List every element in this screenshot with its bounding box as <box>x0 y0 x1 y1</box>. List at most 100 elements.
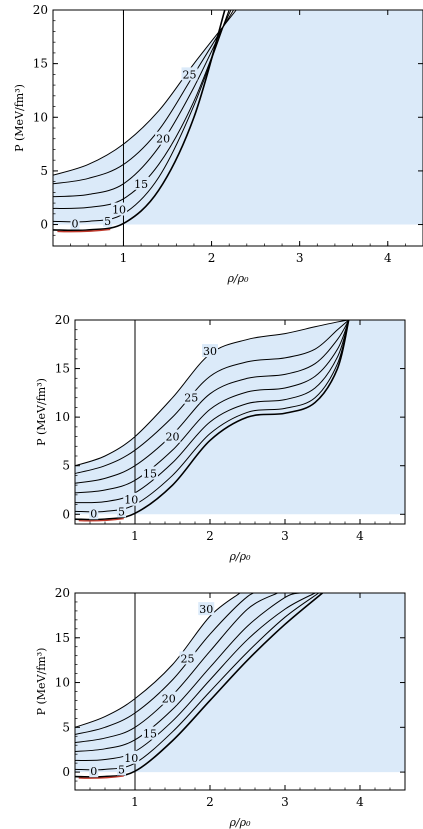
contour-label-30: 30 <box>203 345 217 358</box>
shaded-region <box>75 593 405 773</box>
shaded-region <box>53 10 423 225</box>
y-tick-label: 0 <box>62 765 70 779</box>
contour-label-15: 15 <box>143 467 157 480</box>
contour-label-10: 10 <box>124 494 138 507</box>
contour-line-25 <box>75 320 350 474</box>
y-tick-label: 10 <box>33 110 48 124</box>
x-tick-label: 4 <box>356 795 364 809</box>
y-tick-label: 15 <box>55 631 70 645</box>
contour-line-25 <box>53 10 237 176</box>
contour-label-bg <box>117 762 126 776</box>
shaded-region <box>75 320 405 515</box>
contour-label-bg <box>70 216 80 230</box>
x-tick-label: 3 <box>296 251 304 265</box>
x-tick-label: 3 <box>281 795 289 809</box>
contour-label-bg <box>111 202 128 216</box>
contour-label-25: 25 <box>181 652 195 665</box>
contour-line-0 <box>53 10 226 232</box>
red-segment <box>78 517 124 522</box>
contour-label-bg <box>183 390 200 404</box>
x-axis-label: ρ/ρ₀ <box>226 272 249 285</box>
contour-label-bg <box>133 176 150 190</box>
y-axis-label: P (MeV/fm³) <box>35 378 48 446</box>
contour-line-10 <box>75 320 350 504</box>
y-tick-label: 10 <box>55 410 70 424</box>
contour-label-20: 20 <box>166 431 180 444</box>
contour-line-20 <box>75 320 350 484</box>
red-segment <box>78 775 124 779</box>
contour-line-20 <box>53 10 235 185</box>
contour-label-15: 15 <box>143 728 157 741</box>
contour-label-bg <box>117 504 126 518</box>
contour-label-0: 0 <box>72 217 79 230</box>
contour-line-5 <box>75 593 320 771</box>
plot-area: 0 510 15 20 25 30 <box>75 320 405 524</box>
x-tick-label: 4 <box>384 251 392 265</box>
contour-label-bg <box>202 344 218 358</box>
contour-label-5: 5 <box>118 505 125 518</box>
x-tick-label: 1 <box>120 251 128 265</box>
y-tick-label: 0 <box>62 507 70 521</box>
x-tick-label: 1 <box>131 529 139 543</box>
contour-line-15 <box>75 320 350 494</box>
plot-area: 0 510 15 20 25 30 <box>75 593 405 790</box>
y-axis-label: P (MeV/fm³) <box>35 648 48 716</box>
x-axis-label: ρ/ρ₀ <box>228 816 251 829</box>
y-tick-label: 5 <box>62 459 70 473</box>
y-tick-label: 20 <box>55 313 70 327</box>
contour-label-bg <box>89 506 99 520</box>
contour-label-25: 25 <box>183 68 197 81</box>
x-tick-label: 2 <box>206 795 214 809</box>
x-tick-label: 2 <box>206 529 214 543</box>
contour-label-bg <box>103 213 113 227</box>
contour-line-15 <box>75 593 301 752</box>
contour-label-bg <box>179 651 196 665</box>
contour-line-10 <box>75 593 316 762</box>
contour-line-0 <box>75 593 324 778</box>
contour-label-bg <box>198 602 215 616</box>
x-tick-label: 3 <box>281 529 289 543</box>
contour-label-25: 25 <box>184 392 198 405</box>
contour-label-0: 0 <box>90 765 97 778</box>
contour-label-10: 10 <box>112 204 126 217</box>
contour-line-0 <box>75 320 350 521</box>
y-tick-label: 5 <box>40 164 48 178</box>
y-tick-label: 15 <box>33 57 48 71</box>
y-tick-label: 0 <box>40 218 48 232</box>
y-axis-label: P (MeV/fm³) <box>13 84 26 152</box>
y-tick-label: 20 <box>55 586 70 600</box>
x-tick-label: 4 <box>356 529 364 543</box>
contour-label-bg <box>142 726 158 740</box>
contour-label-30: 30 <box>199 603 213 616</box>
contour-label-bg <box>164 429 181 443</box>
contour-label-15: 15 <box>134 178 148 191</box>
contour-label-bg <box>89 764 99 778</box>
contour-line-30 <box>75 320 349 467</box>
x-tick-label: 2 <box>208 251 216 265</box>
contour-label-0: 0 <box>90 507 97 520</box>
contour-label-bg <box>123 750 140 764</box>
y-tick-label: 10 <box>55 676 70 690</box>
red-segment <box>57 228 111 233</box>
contour-label-bg <box>155 131 172 145</box>
contour-label-bg <box>160 691 177 705</box>
contour-label-5: 5 <box>118 763 125 776</box>
plot-area: 0 510 15 20 25 <box>53 10 423 246</box>
contour-label-5: 5 <box>104 215 111 228</box>
contour-label-bg <box>123 492 140 506</box>
x-tick-label: 1 <box>131 795 139 809</box>
x-axis-label: ρ/ρ₀ <box>228 550 251 563</box>
contour-label-10: 10 <box>124 752 138 765</box>
contour-line-5 <box>53 10 230 223</box>
y-tick-label: 20 <box>33 3 48 17</box>
contour-label-20: 20 <box>162 693 176 706</box>
contour-line-25 <box>75 593 263 735</box>
contour-line-15 <box>53 10 232 198</box>
y-tick-label: 15 <box>55 362 70 376</box>
contour-label-bg <box>181 67 198 81</box>
contour-label-bg <box>142 466 158 480</box>
